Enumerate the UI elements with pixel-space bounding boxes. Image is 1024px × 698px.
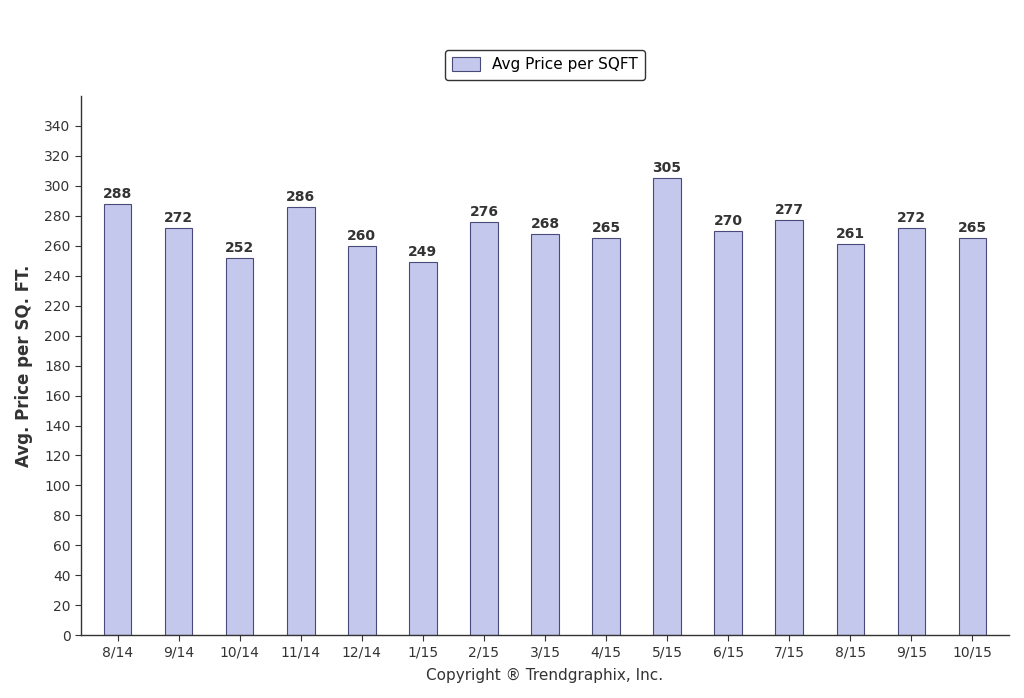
Bar <box>287 207 314 635</box>
X-axis label: Copyright ® Trendgraphix, Inc.: Copyright ® Trendgraphix, Inc. <box>426 668 664 683</box>
Bar <box>898 228 925 635</box>
Bar <box>410 262 436 635</box>
Bar <box>470 222 498 635</box>
Text: 252: 252 <box>225 241 254 255</box>
Bar <box>103 204 131 635</box>
Text: 276: 276 <box>469 205 499 219</box>
Text: 261: 261 <box>836 228 865 242</box>
Text: 249: 249 <box>409 245 437 259</box>
Bar <box>837 244 864 635</box>
Y-axis label: Avg. Price per SQ. FT.: Avg. Price per SQ. FT. <box>15 265 33 467</box>
Bar <box>653 179 681 635</box>
Bar <box>348 246 376 635</box>
Text: 265: 265 <box>957 221 987 235</box>
Text: 260: 260 <box>347 229 377 243</box>
Text: 277: 277 <box>775 203 804 217</box>
Text: 270: 270 <box>714 214 742 228</box>
Text: 272: 272 <box>897 211 926 225</box>
Text: 305: 305 <box>652 161 682 175</box>
Bar <box>715 231 742 635</box>
Legend: Avg Price per SQFT: Avg Price per SQFT <box>444 50 645 80</box>
Bar <box>592 238 620 635</box>
Text: 288: 288 <box>103 187 132 201</box>
Bar <box>165 228 193 635</box>
Bar <box>226 258 254 635</box>
Bar <box>531 234 559 635</box>
Bar <box>775 221 803 635</box>
Text: 272: 272 <box>164 211 194 225</box>
Text: 265: 265 <box>592 221 621 235</box>
Text: 286: 286 <box>287 190 315 204</box>
Text: 268: 268 <box>530 217 559 231</box>
Bar <box>958 238 986 635</box>
